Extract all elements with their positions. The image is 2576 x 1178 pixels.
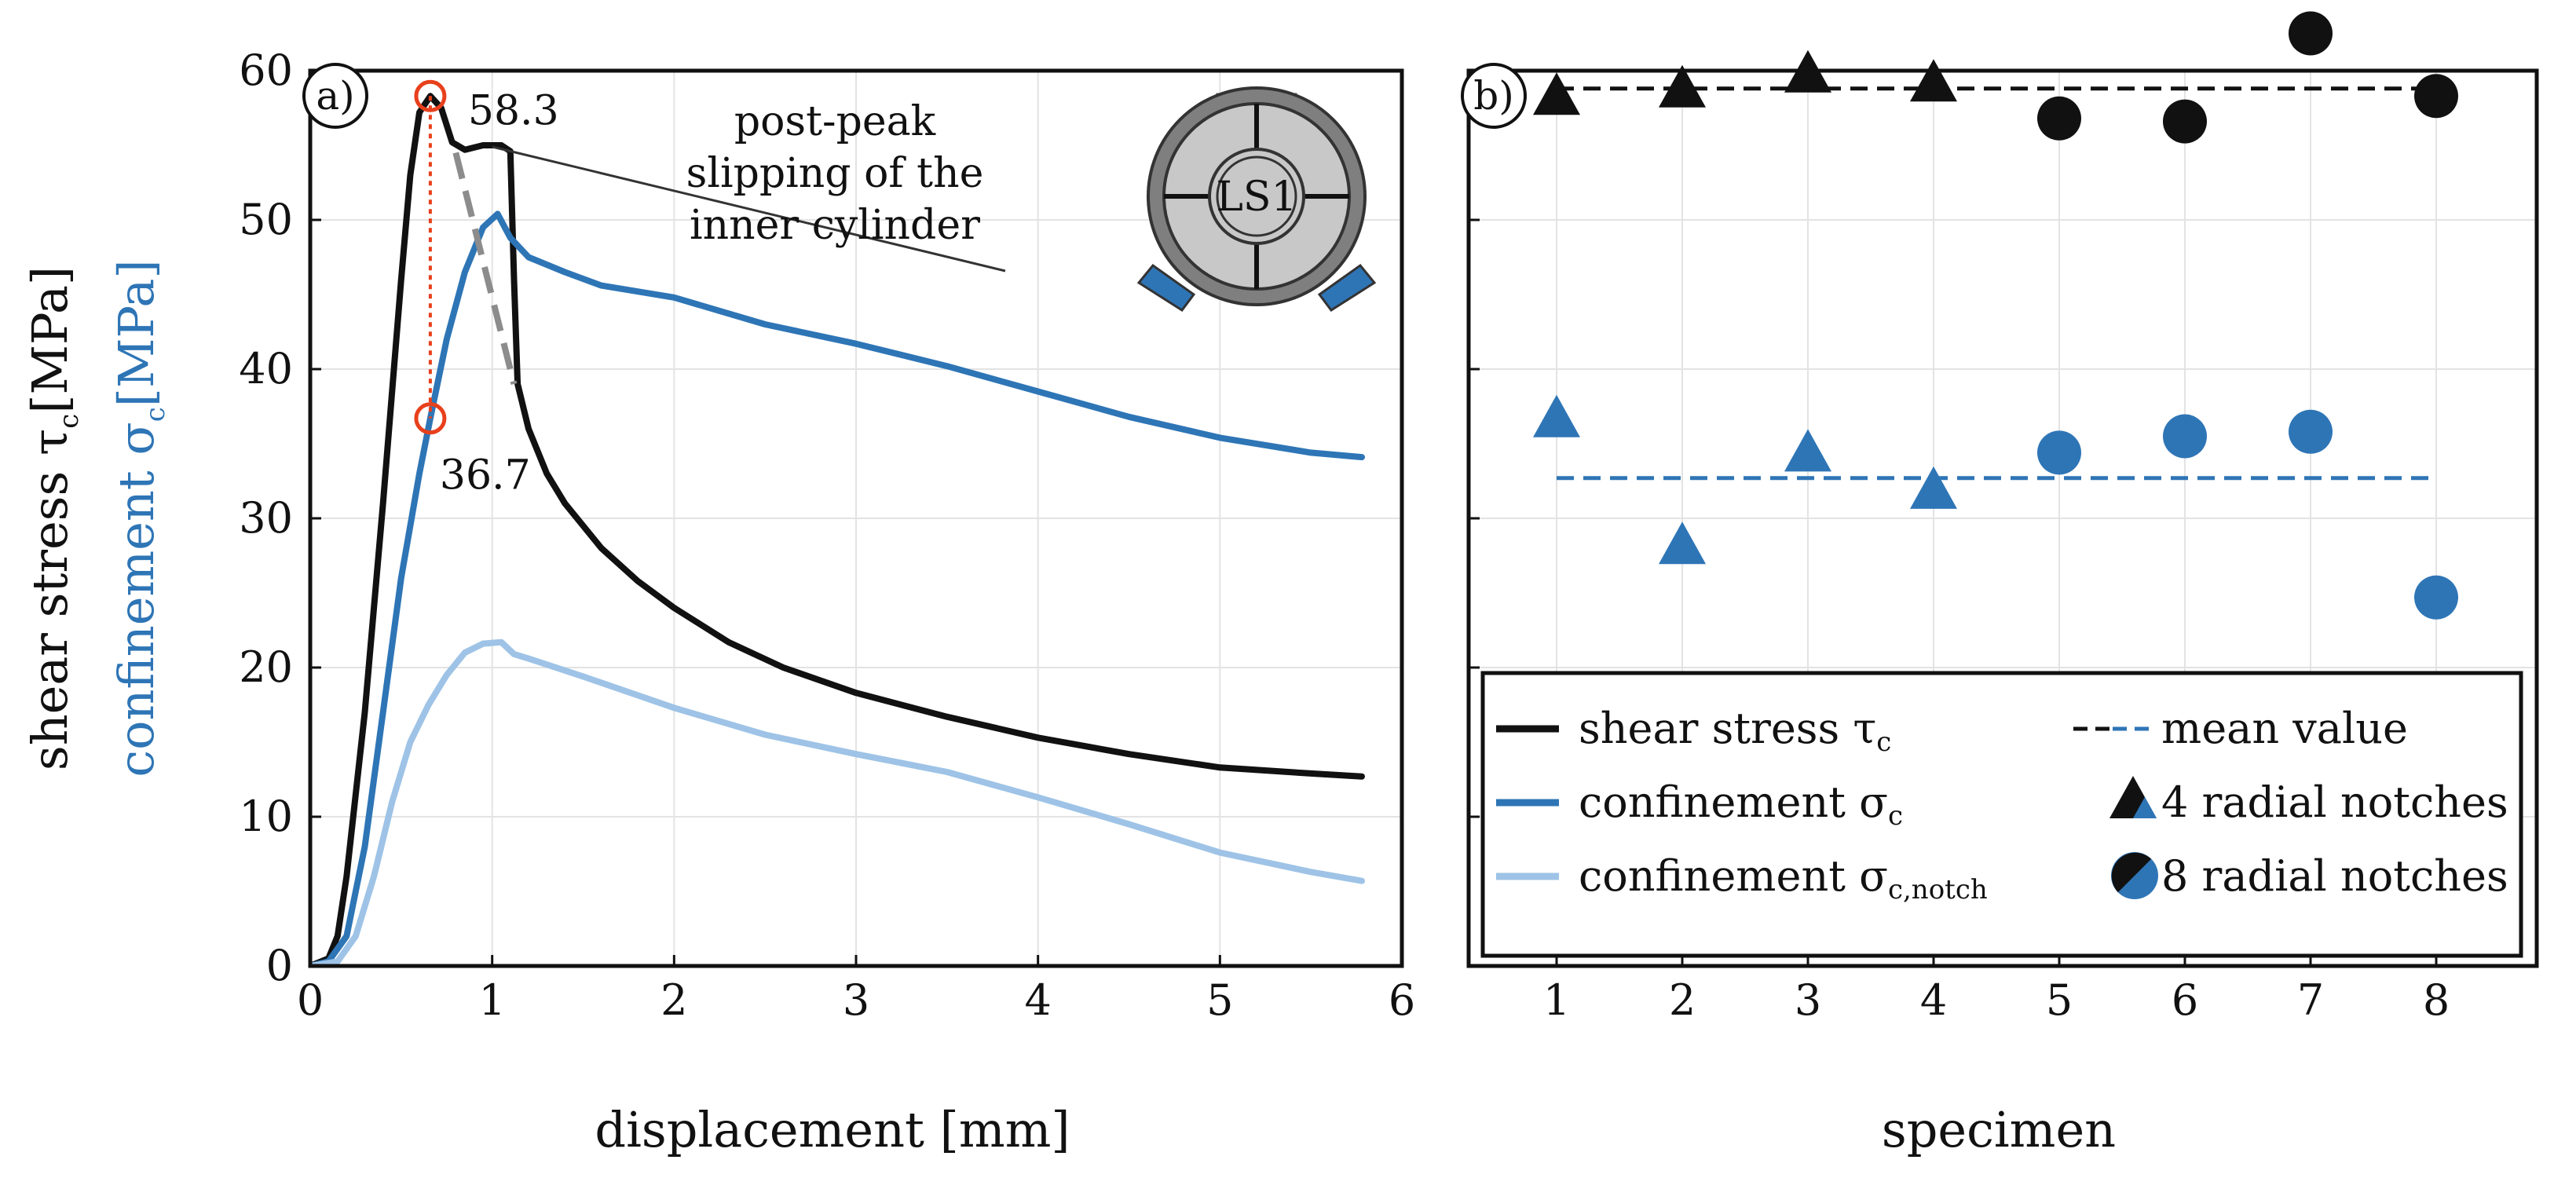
specimen-cross-section-icon — [1136, 86, 1377, 313]
panel-a-ytick-label: 60 — [239, 46, 293, 95]
panel-b-label: b) — [1461, 63, 1527, 129]
panel-b-xtick-label: 6 — [2172, 975, 2198, 1025]
legend-label-circ: 8 radial notches — [2161, 851, 2508, 901]
note-line: post-peak — [734, 98, 936, 145]
panel-b-xtick-label: 7 — [2297, 975, 2324, 1025]
panel-a-ytick-label: 20 — [239, 642, 293, 692]
panel-a-xtick-label: 5 — [1206, 975, 1233, 1025]
point-shear-circle — [2163, 99, 2207, 144]
panel-b-xtick-label: 5 — [2046, 975, 2073, 1025]
legend-swatch-triangle — [2109, 776, 2157, 818]
panel-a-series — [310, 93, 1365, 966]
panel-a-xtick-label: 2 — [660, 975, 687, 1025]
point-shear-triangle — [1533, 72, 1580, 115]
panel-a-ytick-label: 10 — [239, 792, 293, 841]
panel-b-xtick-label: 4 — [1920, 975, 1947, 1025]
panel-a-xlabel: displacement [mm] — [595, 1101, 1070, 1158]
legend-swatch-circle — [2111, 852, 2158, 899]
point-confinement-circle — [2037, 430, 2081, 475]
peak-value-label: 58.3 — [468, 87, 559, 134]
series-line-notch — [310, 638, 1365, 966]
panel-b-mean-lines — [1557, 86, 2436, 481]
panel-a-xtick-label: 3 — [843, 975, 869, 1025]
confinement-ylabel: confinement σc[MPa] — [108, 259, 171, 777]
note-line: inner cylinder — [690, 202, 980, 249]
panel-a: 58.3 36.7 post-peak slipping of the inner cy… — [21, 46, 1415, 1158]
point-confinement-circle — [2289, 409, 2333, 454]
point-confinement-triangle — [1910, 466, 1957, 509]
legend-label-mean: mean value — [2161, 704, 2408, 753]
panel-a-xtick-label: 1 — [478, 975, 505, 1025]
point-shear-circle — [2414, 74, 2458, 119]
point-confinement-circle — [2414, 575, 2458, 620]
legend-box — [1480, 671, 2523, 958]
panel-b-xtick-label: 1 — [1543, 975, 1570, 1025]
shear-stress-ylabel: shear stress τc[MPa] — [21, 266, 85, 770]
note-leader-line — [492, 145, 1006, 273]
panel-b-points — [1533, 11, 2458, 620]
point-confinement-circle — [2163, 414, 2207, 459]
point-shear-triangle — [1659, 64, 1706, 108]
point-confinement-triangle — [1659, 521, 1706, 565]
panel-b-xtick-label: 8 — [2423, 975, 2450, 1025]
point-confinement-triangle — [1784, 429, 1831, 472]
panel-b-xtick-label: 3 — [1795, 975, 1821, 1025]
point-shear-circle — [2289, 11, 2333, 56]
note-line: slipping of the — [686, 150, 984, 197]
panel-a-xtick-label: 6 — [1389, 975, 1415, 1025]
point-shear-triangle — [1910, 59, 1957, 102]
panel-b-xlabel: specimen — [1882, 1101, 2116, 1158]
point-shear-circle — [2037, 96, 2081, 141]
series-line-confinement — [310, 210, 1365, 966]
panel-a-xtick-label: 4 — [1024, 975, 1051, 1025]
point-confinement-triangle — [1533, 394, 1580, 437]
peak-marker — [414, 79, 447, 112]
panel-a-label-text: a) — [316, 73, 354, 119]
confinement-marker — [414, 402, 447, 435]
panel-b-xtick-label: 2 — [1669, 975, 1696, 1025]
panel-a-label: a) — [302, 63, 368, 129]
panel-b-label-text: b) — [1473, 73, 1514, 119]
legend-label-shear: shear stress τc — [1579, 704, 1891, 758]
slip-dashed-line — [452, 152, 518, 385]
legend-label-confinement: confinement σc — [1579, 777, 1903, 832]
panel-a-ytick-label: 50 — [239, 195, 293, 244]
panel-a-xtick-label: 0 — [297, 975, 324, 1025]
legend: shear stress τc confinement σc confineme… — [1480, 671, 2523, 958]
legend-label-tri: 4 radial notches — [2161, 777, 2508, 827]
panel-b: 1 2 3 4 5 6 7 8 b) specimen — [1461, 11, 2539, 1158]
panel-a-annotations: 58.3 36.7 post-peak slipping of the inner cy… — [414, 79, 1006, 499]
legend-label-notch: confinement σc,notch — [1579, 851, 1988, 905]
panel-a-ytick-label: 0 — [266, 941, 293, 990]
series-line-shear — [310, 93, 1365, 966]
panel-a-ytick-label: 30 — [239, 493, 293, 543]
inset-label: LS1 — [1216, 174, 1297, 221]
confinement-value-label: 36.7 — [440, 452, 531, 499]
panel-a-ytick-label: 40 — [239, 344, 293, 393]
